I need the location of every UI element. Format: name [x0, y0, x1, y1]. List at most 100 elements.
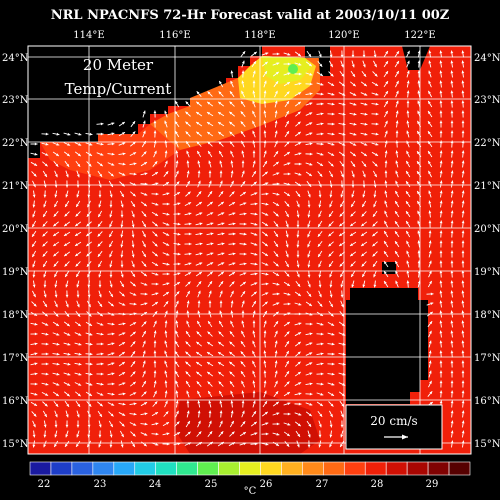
current-arrow-head: [65, 434, 69, 438]
current-arrow-head: [97, 233, 101, 237]
current-arrow-head: [43, 213, 46, 217]
current-arrow-head: [320, 382, 324, 386]
current-arrow-head: [428, 240, 432, 244]
current-arrow-head: [318, 184, 322, 188]
current-arrow-head: [219, 390, 222, 394]
current-arrow-head: [286, 264, 289, 268]
current-arrow-head: [252, 80, 256, 84]
current-arrow-head: [78, 342, 82, 346]
current-arrow-head: [450, 420, 454, 424]
current-arrow-head: [88, 304, 91, 308]
current-arrow-head: [317, 243, 321, 247]
current-arrow-head: [240, 351, 244, 355]
current-arrow-head: [429, 311, 433, 315]
current-arrow-head: [297, 351, 301, 355]
current-arrow-head: [165, 182, 169, 185]
current-arrow-head: [121, 183, 125, 187]
current-arrow-head: [309, 122, 313, 125]
current-arrow-head: [88, 414, 91, 418]
current-arrow-head: [175, 160, 179, 164]
current-arrow-head: [286, 443, 290, 447]
current-arrow-head: [450, 60, 454, 64]
current-arrow-head: [132, 283, 136, 287]
current-arrow-head: [219, 321, 222, 325]
current-arrow-head: [188, 212, 192, 216]
current-arrow-head: [450, 360, 454, 364]
current-arrow-head: [32, 224, 35, 228]
current-arrow-head: [275, 380, 278, 384]
current-arrow-head: [429, 380, 432, 384]
current-arrow-head: [34, 342, 38, 346]
lat-label: 18°N: [474, 310, 500, 321]
current-arrow-head: [100, 332, 104, 336]
current-arrow-head: [144, 433, 148, 436]
colorbar-labels: 22 23 24 25 26 27 28 29 °C: [38, 479, 439, 497]
current-arrow-head: [109, 264, 113, 268]
current-arrow-head: [142, 340, 146, 344]
current-arrow-head: [331, 112, 335, 116]
current-arrow-head: [45, 372, 49, 376]
current-arrow-head: [111, 392, 115, 396]
current-arrow-head: [253, 51, 257, 55]
current-arrow-head: [34, 163, 38, 166]
current-arrow-head: [461, 360, 465, 364]
current-arrow-head: [329, 424, 333, 428]
current-arrow-head: [32, 444, 36, 448]
current-arrow-head: [67, 143, 71, 146]
current-arrow-head: [331, 142, 335, 146]
current-arrow-head: [155, 292, 159, 296]
current-arrow-head: [208, 180, 212, 184]
current-arrow-head: [88, 393, 92, 396]
current-arrow-head: [461, 100, 465, 104]
current-arrow-head: [110, 303, 114, 307]
current-arrow-head: [309, 162, 313, 166]
current-arrow-head: [100, 362, 104, 366]
current-arrow-head: [177, 202, 181, 206]
current-arrow-head: [165, 171, 169, 175]
current-arrow-head: [340, 274, 343, 278]
current-arrow-head: [297, 193, 301, 197]
current-arrow-head: [76, 304, 80, 308]
current-arrow-head: [309, 102, 313, 106]
current-arrow-head: [132, 351, 136, 355]
current-arrow-head: [219, 290, 223, 294]
current-arrow-head: [361, 253, 365, 257]
current-arrow-head: [331, 83, 335, 86]
current-arrow-head: [133, 392, 137, 395]
current-arrow-head: [186, 310, 190, 314]
current-arrow-head: [429, 401, 433, 405]
current-arrow-head: [97, 243, 101, 247]
current-arrow-head: [341, 153, 345, 157]
current-arrow-head: [374, 64, 377, 68]
current-arrow-head: [45, 332, 49, 336]
current-arrow-head: [264, 301, 268, 305]
current-arrow-head: [417, 200, 420, 204]
current-arrow-head: [286, 283, 290, 286]
current-arrow-head: [241, 380, 244, 384]
current-arrow-head: [186, 410, 190, 414]
current-arrow-head: [175, 341, 178, 345]
current-arrow-head: [175, 150, 179, 154]
current-arrow-head: [98, 194, 102, 198]
current-arrow-head: [307, 274, 311, 278]
current-arrow-head: [208, 390, 211, 394]
current-arrow-head: [286, 350, 289, 354]
current-arrow-head: [318, 444, 322, 448]
current-arrow-head: [254, 242, 258, 246]
current-arrow-head: [133, 322, 137, 325]
current-arrow-head: [287, 172, 291, 176]
current-arrow-head: [461, 290, 465, 294]
current-arrow-head: [297, 111, 301, 115]
current-arrow-head: [67, 333, 71, 336]
current-arrow-head: [208, 420, 212, 424]
current-arrow-head: [208, 170, 212, 174]
current-arrow-head: [166, 432, 170, 436]
current-arrow-head: [100, 132, 104, 136]
current-arrow-head: [196, 141, 200, 145]
current-arrow-head: [231, 180, 234, 184]
current-arrow-head: [254, 222, 258, 226]
lon-label: 120°E: [328, 30, 359, 41]
current-arrow-head: [396, 51, 399, 55]
current-arrow-head: [417, 130, 420, 134]
current-arrow-head: [231, 281, 235, 285]
